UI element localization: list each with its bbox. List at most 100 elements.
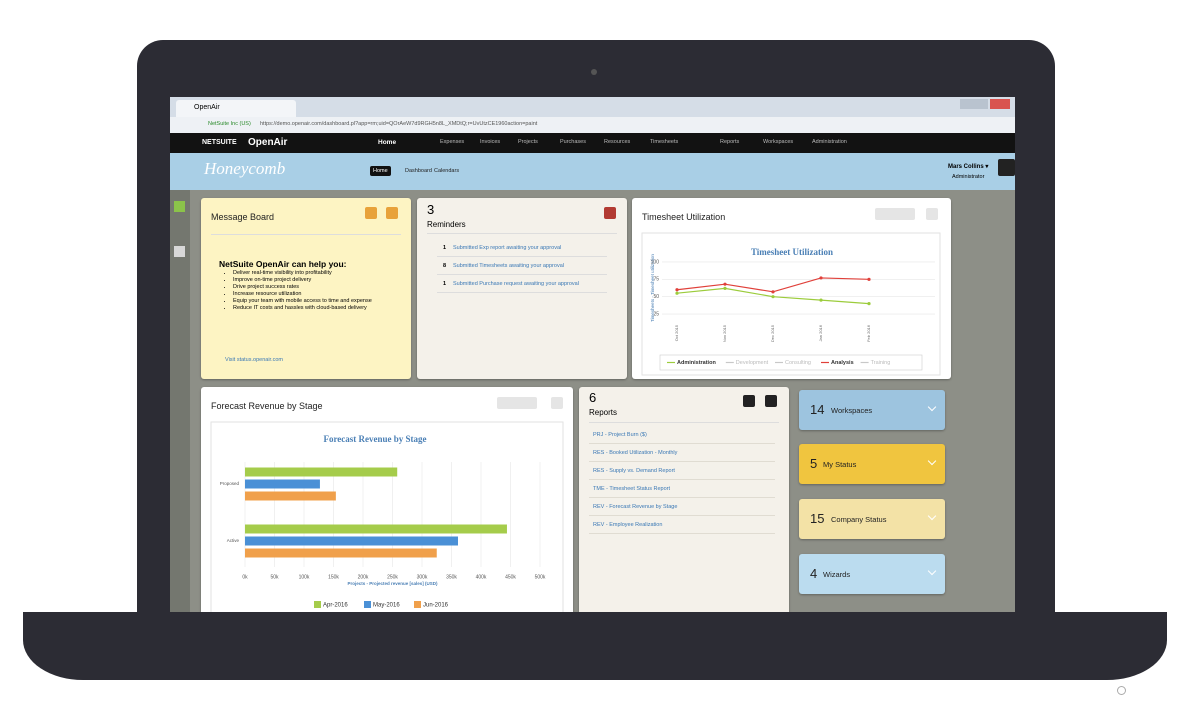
legend-entry[interactable]: Consulting <box>785 360 811 366</box>
tile[interactable]: 4 Wizards <box>799 554 945 594</box>
tile-label: Company Status <box>831 515 887 524</box>
nav-item[interactable]: Administration <box>812 139 847 145</box>
legend-entry[interactable]: Analysis <box>831 360 854 366</box>
window-close[interactable] <box>990 99 1010 109</box>
reminder-link[interactable]: Submitted Exp report awaiting your appro… <box>453 245 562 251</box>
tile-chevron <box>927 511 937 521</box>
tools-icon[interactable] <box>497 397 537 409</box>
tab-title: OpenAir <box>194 104 220 111</box>
divider <box>427 233 617 234</box>
collapse-icon[interactable] <box>765 395 777 407</box>
status-link[interactable]: Visit status.openair.com <box>225 357 283 363</box>
legend-entry[interactable]: May-2016 <box>373 603 400 609</box>
widget-title: Reports <box>589 408 618 417</box>
subheader: Honeycomb Home Dashboard Calendars Mars Co… <box>170 153 1015 190</box>
row-divider <box>589 479 775 480</box>
reminder-count: 1 <box>443 281 447 287</box>
y-axis-label: Timesheets - Timesheet utilization <box>650 254 655 322</box>
legend-box <box>659 354 923 371</box>
legend-entry[interactable]: Development <box>736 360 769 366</box>
chat-button[interactable] <box>174 246 185 257</box>
nav-item[interactable]: Invoices <box>480 139 501 145</box>
user[interactable]: Mars Collins ▾ <box>948 164 989 170</box>
tile-count: 5 <box>810 456 818 471</box>
nav-item[interactable]: Timesheets <box>650 139 679 145</box>
data-point <box>723 286 727 290</box>
y-tick-label: Active <box>227 538 240 543</box>
report-count: 6 <box>589 390 597 405</box>
reminder-link[interactable]: Submitted Purchase request awaiting your… <box>453 281 579 287</box>
data-point <box>867 277 871 281</box>
collapse-icon[interactable] <box>926 208 938 220</box>
tools-icon[interactable] <box>875 208 915 220</box>
subheader-tab[interactable]: Home <box>370 166 391 176</box>
bar <box>245 491 336 501</box>
sidebar <box>170 190 190 612</box>
y-tick-label: 25 <box>653 311 659 317</box>
collapse-icon[interactable] <box>604 207 616 219</box>
laptop-base <box>23 612 1167 680</box>
report-link[interactable]: PRJ - Project Burn ($) <box>593 432 647 438</box>
legend-entry[interactable]: Administration <box>677 360 716 366</box>
x-tick-label: 150k <box>328 574 339 580</box>
report-link[interactable]: RES - Booked Utilization - Monthly <box>593 450 678 456</box>
report-link[interactable]: REV - Employee Realization <box>593 522 663 528</box>
tile[interactable]: 5 My Status <box>799 444 945 484</box>
message-board: Message Board NetSuite OpenAir can help … <box>201 198 411 379</box>
legend-swatch <box>364 601 371 608</box>
report-link[interactable]: TME - Timesheet Status Report <box>593 486 671 492</box>
subheader-tab[interactable]: Calendars <box>434 168 460 174</box>
url[interactable]: https://demo.openair.com/dashboard.pl?ap… <box>260 121 538 127</box>
subheader-tab[interactable]: Dashboard <box>405 168 432 174</box>
tab[interactable]: OpenAir <box>176 100 296 117</box>
data-point <box>771 295 775 299</box>
x-tick-label: 200k <box>358 574 369 580</box>
collapse-icon[interactable] <box>551 397 563 409</box>
tile-count: 15 <box>810 511 825 526</box>
nav-item[interactable]: Purchases <box>560 139 586 145</box>
edit-icon[interactable] <box>743 395 755 407</box>
report-link[interactable]: RES - Supply vs. Demand Report <box>593 468 675 474</box>
x-tick-label: 100k <box>299 574 310 580</box>
tab-bar: OpenAir <box>170 97 1015 117</box>
report-link[interactable]: REV - Forecast Revenue by Stage <box>593 504 678 510</box>
x-tick-label: 500k <box>535 574 546 580</box>
window-min[interactable] <box>960 99 988 109</box>
forecast-widget: Forecast Revenue by Stage Forecast Reven… <box>201 387 573 612</box>
bullet-list: Deliver real-time visibility into profit… <box>221 270 403 312</box>
user-button[interactable] <box>998 159 1015 176</box>
x-tick-label: 300k <box>417 574 428 580</box>
data-point <box>819 276 823 280</box>
nav-item[interactable]: Reports <box>720 139 740 145</box>
add-button[interactable] <box>174 201 185 212</box>
tile[interactable]: 14 Workspaces <box>799 390 945 430</box>
nav-item[interactable]: Projects <box>518 139 538 145</box>
nav-item[interactable]: Workspaces <box>763 139 794 145</box>
x-tick-label: 450k <box>505 574 516 580</box>
widget-title: Message Board <box>211 212 275 222</box>
nav-item[interactable]: Home <box>378 139 397 146</box>
legend-entry[interactable]: Jun-2016 <box>423 603 449 609</box>
chart-frame <box>210 421 564 612</box>
reminder-count: 1 <box>443 245 447 251</box>
x-axis-label: Projects - Projected revenue [sales] (US… <box>347 581 438 586</box>
nav-item[interactable]: Resources <box>604 139 631 145</box>
nav-item[interactable]: Expenses <box>440 139 465 145</box>
bullet: Deliver real-time visibility into profit… <box>233 270 403 277</box>
legend-entry[interactable]: Training <box>871 360 891 366</box>
edit-icon[interactable] <box>365 207 377 219</box>
bullet: Improve on-time project delivery <box>233 277 403 284</box>
legend-entry[interactable]: Apr-2016 <box>323 603 348 609</box>
tile[interactable]: 15 Company Status <box>799 499 945 539</box>
bar <box>245 536 458 546</box>
line-chart: Timesheet Utilization Timesheets - Timesh… <box>641 232 941 376</box>
collapse-icon[interactable] <box>386 207 398 219</box>
x-tick-label: Feb 2016 <box>866 324 871 342</box>
tile-count: 14 <box>810 402 825 417</box>
x-tick-label: 0k <box>242 574 248 580</box>
row-divider <box>589 443 775 444</box>
screen: OpenAir NetSuite Inc (US) https://demo.o… <box>170 97 1015 612</box>
reminder-link[interactable]: Submitted Timesheets awaiting your appro… <box>453 263 564 269</box>
tile-label: My Status <box>823 460 857 469</box>
